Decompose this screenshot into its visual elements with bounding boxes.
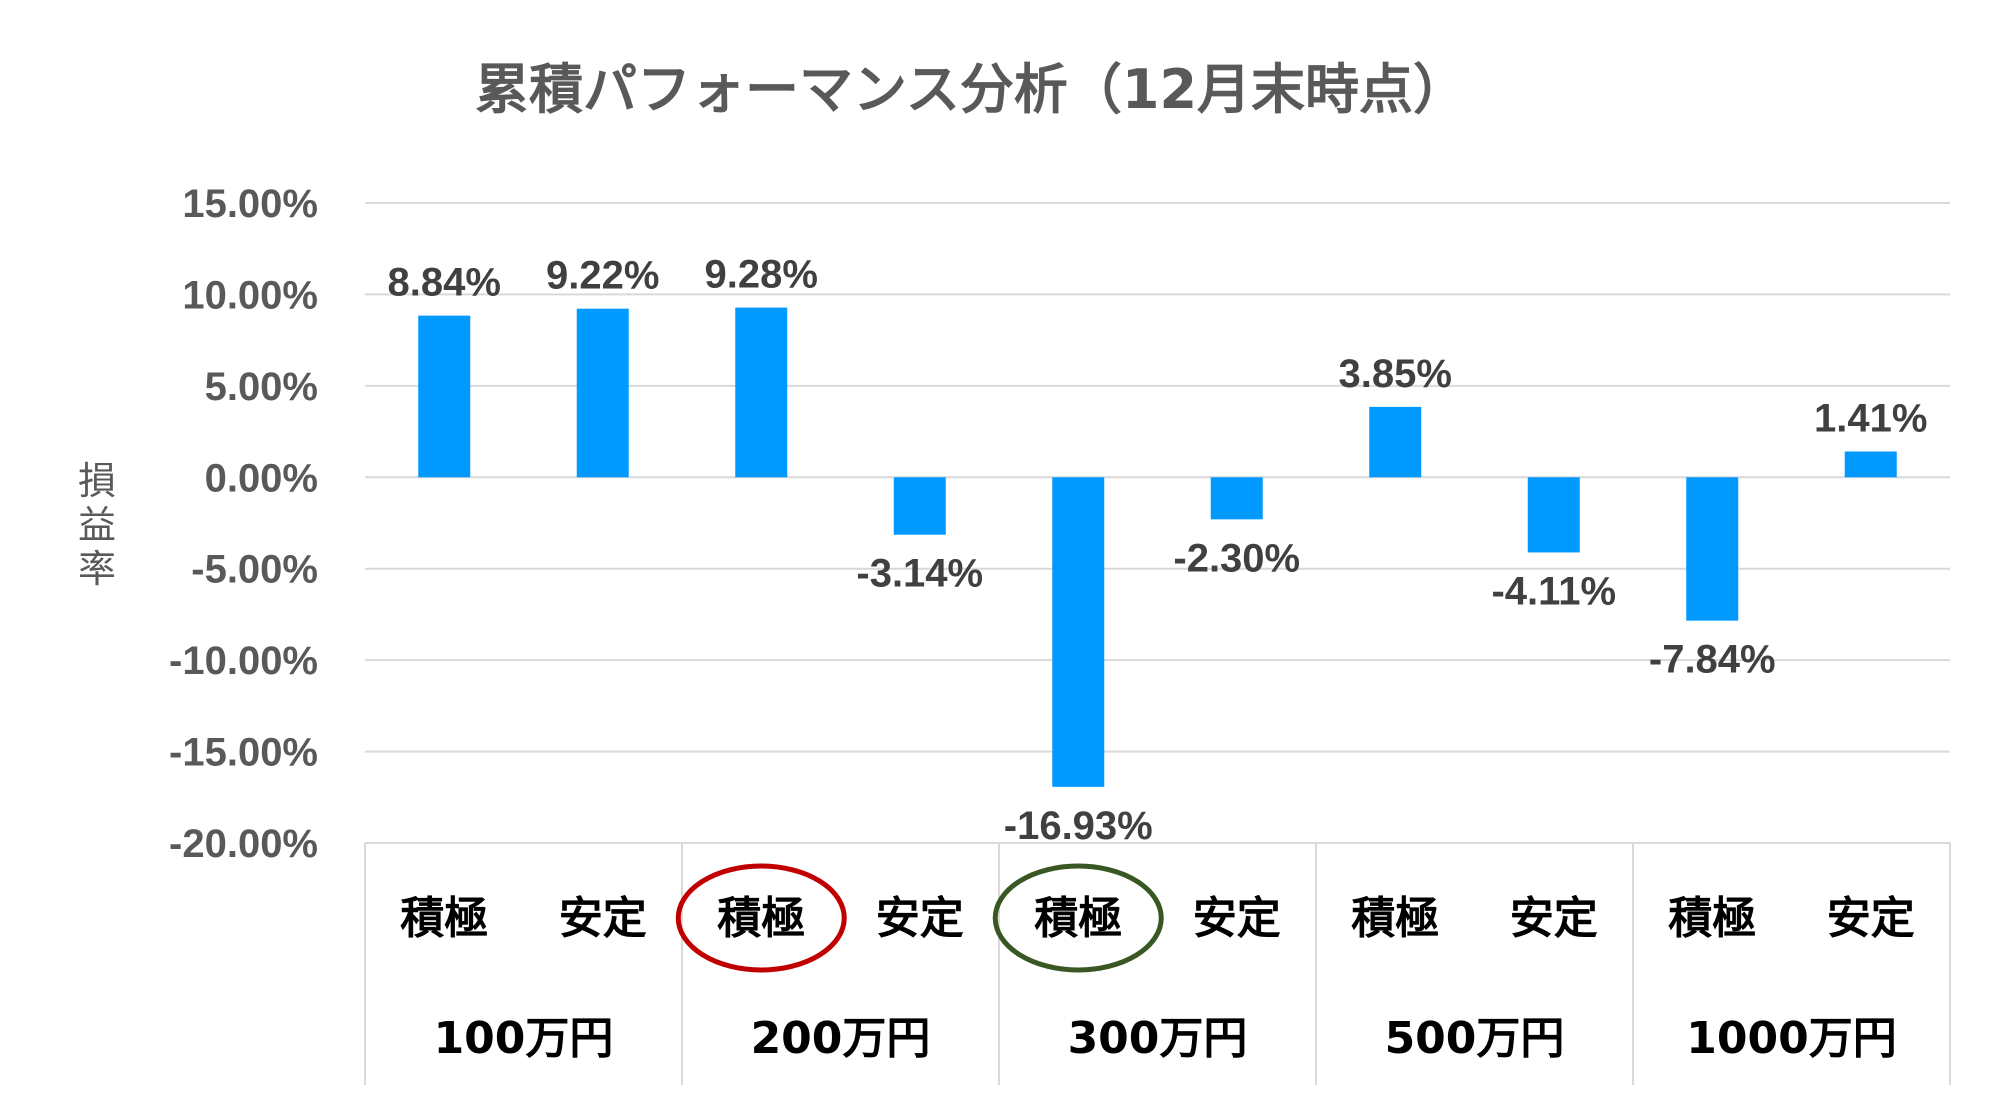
bar xyxy=(1052,477,1105,787)
data-label: 1.41% xyxy=(1814,397,1927,441)
y-axis-ticks: 15.00% 10.00% 5.00% 0.00% -5.00% -10.00% -15.0… xyxy=(169,182,318,866)
category-label: 積極 xyxy=(1351,893,1439,944)
data-label: -3.14% xyxy=(856,552,983,596)
data-label: -4.11% xyxy=(1491,569,1616,613)
bar xyxy=(1686,477,1739,621)
data-label: -7.84% xyxy=(1649,638,1776,682)
data-label: -2.30% xyxy=(1173,536,1300,580)
y-tick-label: -10.00% xyxy=(169,639,318,683)
group-label: 1000万円 xyxy=(1686,1013,1896,1064)
category-label: 安定 xyxy=(1510,893,1598,944)
bars xyxy=(418,307,1897,787)
bar xyxy=(735,307,788,478)
bar xyxy=(1527,477,1580,553)
y-tick-label: -15.00% xyxy=(169,731,318,775)
category-axis: 積極 安定 積極 安定 積極 安定 積極 安定 積極 安定 100万円 200万円 300万円 500万円… xyxy=(364,842,1951,1085)
category-label: 安定 xyxy=(876,893,964,944)
data-label: 8.84% xyxy=(388,261,501,305)
group-label: 300万円 xyxy=(1068,1013,1248,1064)
category-label: 積極 xyxy=(717,893,805,944)
group-label: 100万円 xyxy=(434,1013,614,1064)
category-label: 安定 xyxy=(559,893,647,944)
data-label: 9.28% xyxy=(705,253,818,297)
category-label: 積極 xyxy=(1034,893,1122,944)
group-label: 500万円 xyxy=(1385,1013,1565,1064)
category-label: 安定 xyxy=(1193,893,1281,944)
chart-title: 累積パフォーマンス分析（12月末時点） xyxy=(475,58,1467,121)
y-tick-label: 5.00% xyxy=(205,365,318,409)
group-label: 200万円 xyxy=(751,1013,931,1064)
annotations xyxy=(675,863,1164,973)
y-axis-label-char: 率 xyxy=(78,547,116,591)
y-tick-label: -5.00% xyxy=(191,548,318,592)
bar xyxy=(576,308,629,478)
y-axis-label-char: 益 xyxy=(78,503,116,547)
highlight-ellipse xyxy=(992,863,1164,973)
category-label: 積極 xyxy=(400,893,488,944)
bar xyxy=(1210,477,1263,520)
gridlines xyxy=(365,202,1950,844)
data-label: 3.85% xyxy=(1339,352,1452,396)
bar xyxy=(1844,451,1897,478)
category-label: 積極 xyxy=(1668,893,1756,944)
data-labels: 8.84% 9.22% 9.28% -3.14% -16.93% -2.30% 3.85% -… xyxy=(388,253,1928,848)
data-label: 9.22% xyxy=(546,254,659,298)
y-tick-label: -20.00% xyxy=(169,822,318,866)
highlight-ellipse xyxy=(675,863,847,973)
y-axis-label: 損益率 xyxy=(78,459,116,591)
y-tick-label: 0.00% xyxy=(205,456,318,500)
y-axis-label-char: 損 xyxy=(78,459,116,503)
bar xyxy=(1369,406,1422,478)
bar xyxy=(893,477,946,535)
y-tick-label: 15.00% xyxy=(182,182,318,226)
y-tick-label: 10.00% xyxy=(182,273,318,317)
bar xyxy=(418,315,471,478)
category-label: 安定 xyxy=(1827,893,1915,944)
data-label: -16.93% xyxy=(1004,804,1153,848)
